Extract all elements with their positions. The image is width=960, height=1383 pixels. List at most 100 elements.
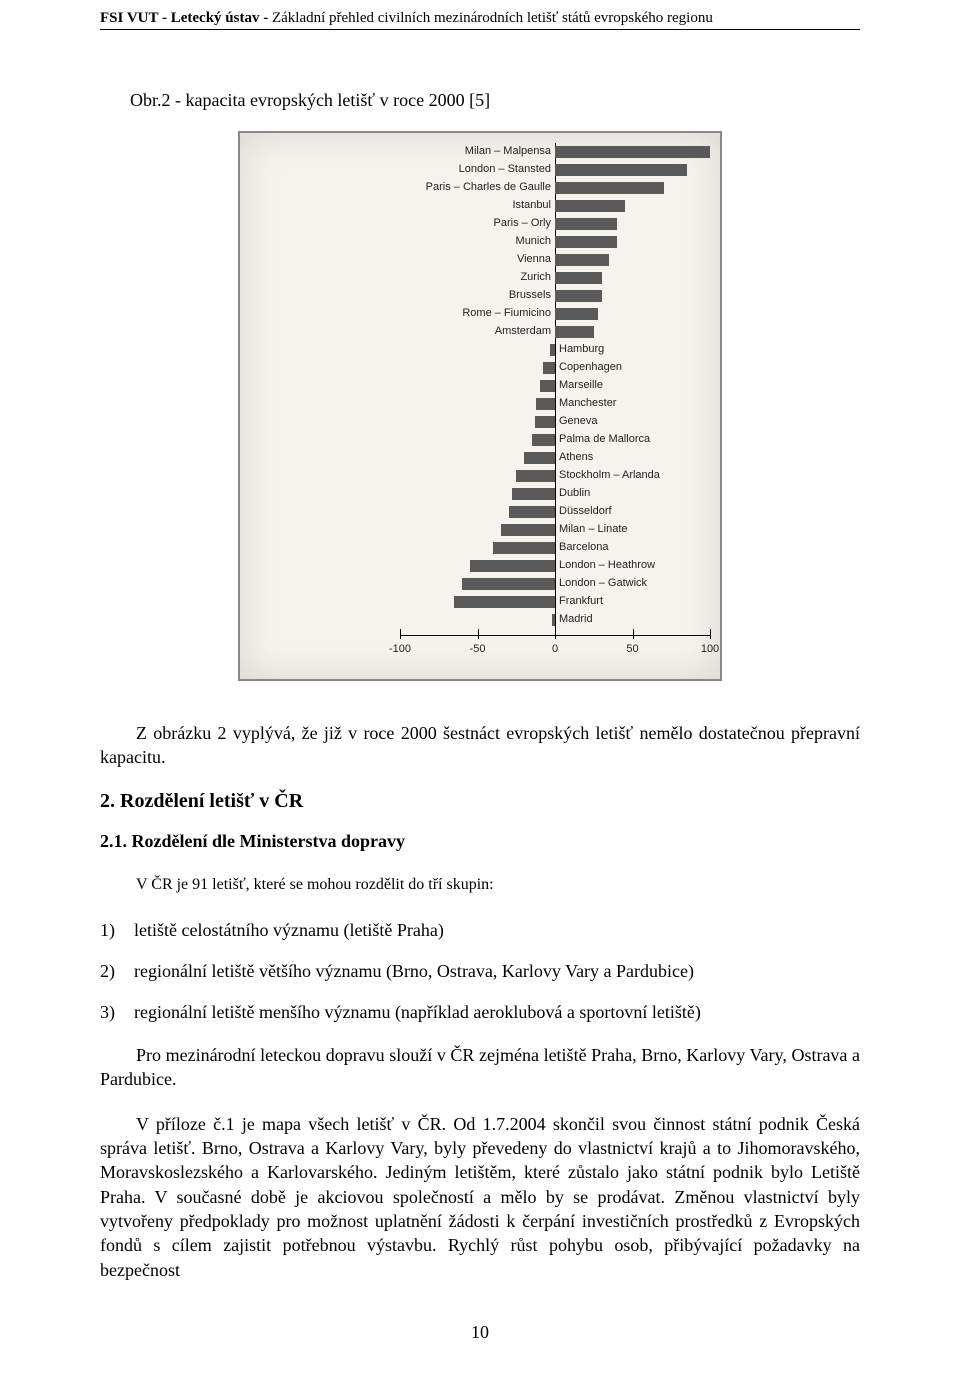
header-rest: Základní přehled civilních mezinárodních… — [272, 10, 713, 26]
chart-row: Vienna — [250, 251, 710, 269]
chart-bar-label: Hamburg — [559, 343, 604, 355]
chart-bar — [501, 524, 555, 536]
numbered-list: 1) letiště celostátního významu (letiště… — [100, 918, 860, 1026]
lead-sentence: V ČR je 91 letišť, které se mohou rozděl… — [136, 876, 860, 894]
chart-row: London – Stansted — [250, 161, 710, 179]
chart-row: Marseille — [250, 377, 710, 395]
chart-tick — [633, 629, 634, 639]
list-item: 2) regionální letiště většího významu (B… — [100, 959, 860, 984]
paragraph-3: V příloze č.1 je mapa všech letišť v ČR.… — [100, 1112, 860, 1282]
chart-bar-label: Stockholm – Arlanda — [559, 469, 660, 481]
chart-row: Copenhagen — [250, 359, 710, 377]
chart-bar — [454, 596, 555, 608]
chart-row: London – Gatwick — [250, 575, 710, 593]
chart-row: Palma de Mallorca — [250, 431, 710, 449]
chart-tick-label: -100 — [389, 643, 411, 655]
chart-bar — [470, 560, 555, 572]
chart-tick — [478, 629, 479, 639]
chart-tick-label: 50 — [626, 643, 638, 655]
chart-bar-label: Düsseldorf — [559, 505, 612, 517]
chart-bar — [555, 290, 602, 302]
paragraph-2: Pro mezinárodní leteckou dopravu slouží … — [100, 1043, 860, 1092]
chart-bar — [555, 164, 687, 176]
chart-row: Madrid — [250, 611, 710, 629]
chart-bar-label: Madrid — [559, 613, 593, 625]
chart-bar — [512, 488, 555, 500]
chart-bar-label: Zurich — [520, 271, 551, 283]
chart-row: Zurich — [250, 269, 710, 287]
heading-2-1: 2.1. Rozdělení dle Ministerstva dopravy — [100, 831, 860, 852]
page-header: FSI VUT - Letecký ústav - Základní přehl… — [100, 10, 860, 30]
chart-bar-label: Geneva — [559, 415, 598, 427]
chart-row: Düsseldorf — [250, 503, 710, 521]
chart-tick — [400, 629, 401, 639]
chart-bar — [509, 506, 556, 518]
chart-tick-label: 100 — [701, 643, 719, 655]
chart-row: Barcelona — [250, 539, 710, 557]
chart-bar — [555, 308, 598, 320]
chart-row: Dublin — [250, 485, 710, 503]
chart-bar-label: Amsterdam — [495, 325, 551, 337]
chart-row: Geneva — [250, 413, 710, 431]
chart-bar-label: Brussels — [509, 289, 551, 301]
list-text: letiště celostátního významu (letiště Pr… — [134, 918, 444, 943]
figure-caption: Obr.2 - kapacita evropských letišť v roc… — [130, 90, 860, 111]
chart-frame: Milan – Malpensa London – Stansted Paris –… — [238, 131, 722, 681]
chart-bar — [555, 236, 617, 248]
chart-bar — [550, 344, 555, 356]
chart-bar-label: Milan – Malpensa — [465, 145, 551, 157]
list-text: regionální letiště většího významu (Brno… — [134, 959, 694, 984]
paragraph-1: Z obrázku 2 vyplývá, že již v roce 2000 … — [100, 721, 860, 770]
chart-bar-label: Istanbul — [512, 199, 551, 211]
chart-bar-label: Paris – Orly — [494, 217, 551, 229]
chart-bar — [493, 542, 555, 554]
chart-bar — [552, 614, 555, 626]
chart-bar-label: Vienna — [517, 253, 551, 265]
chart-x-axis: -100-50050100 — [250, 635, 710, 675]
chart-bar — [543, 362, 555, 374]
chart-bar-label: Palma de Mallorca — [559, 433, 650, 445]
chart-bar-label: Rome – Fiumicino — [462, 307, 551, 319]
chart-bar — [555, 326, 594, 338]
list-num: 3) — [100, 1000, 134, 1025]
chart-bar — [555, 272, 602, 284]
chart-bar — [555, 254, 609, 266]
chart-bar — [555, 146, 710, 158]
page-number: 10 — [100, 1322, 860, 1343]
chart-row: London – Heathrow — [250, 557, 710, 575]
chart-bar-label: Barcelona — [559, 541, 609, 553]
chart-row: Milan – Malpensa — [250, 143, 710, 161]
chart-row: Istanbul — [250, 197, 710, 215]
chart-bar — [540, 380, 556, 392]
chart-bar — [555, 182, 664, 194]
chart-row: Rome – Fiumicino — [250, 305, 710, 323]
chart-bar-label: Paris – Charles de Gaulle — [426, 181, 551, 193]
chart-row: Frankfurt — [250, 593, 710, 611]
chart-row: Milan – Linate — [250, 521, 710, 539]
chart-tick — [555, 629, 556, 639]
chart-row: Brussels — [250, 287, 710, 305]
heading-2: 2. Rozdělení letišť v ČR — [100, 790, 860, 813]
chart-bar-label: Athens — [559, 451, 593, 463]
chart-tick-label: 0 — [552, 643, 558, 655]
list-item: 3) regionální letiště menšího významu (n… — [100, 1000, 860, 1025]
chart-row: Paris – Orly — [250, 215, 710, 233]
chart-bar-label: Dublin — [559, 487, 590, 499]
chart-tick-label: -50 — [470, 643, 486, 655]
chart-bar-label: Frankfurt — [559, 595, 603, 607]
chart-row: Hamburg — [250, 341, 710, 359]
chart-bar-label: London – Heathrow — [559, 559, 655, 571]
chart-bar-label: Marseille — [559, 379, 603, 391]
chart-bar — [536, 398, 555, 410]
chart-bar-label: Munich — [516, 235, 551, 247]
chart-row: Paris – Charles de Gaulle — [250, 179, 710, 197]
list-num: 2) — [100, 959, 134, 984]
chart-row: Manchester — [250, 395, 710, 413]
chart-row: Munich — [250, 233, 710, 251]
list-num: 1) — [100, 918, 134, 943]
header-bold: FSI VUT - Letecký ústav - — [100, 10, 272, 26]
chart-bar — [535, 416, 555, 428]
chart-row: Amsterdam — [250, 323, 710, 341]
chart-bar — [524, 452, 555, 464]
chart-bar-label: London – Stansted — [459, 163, 551, 175]
